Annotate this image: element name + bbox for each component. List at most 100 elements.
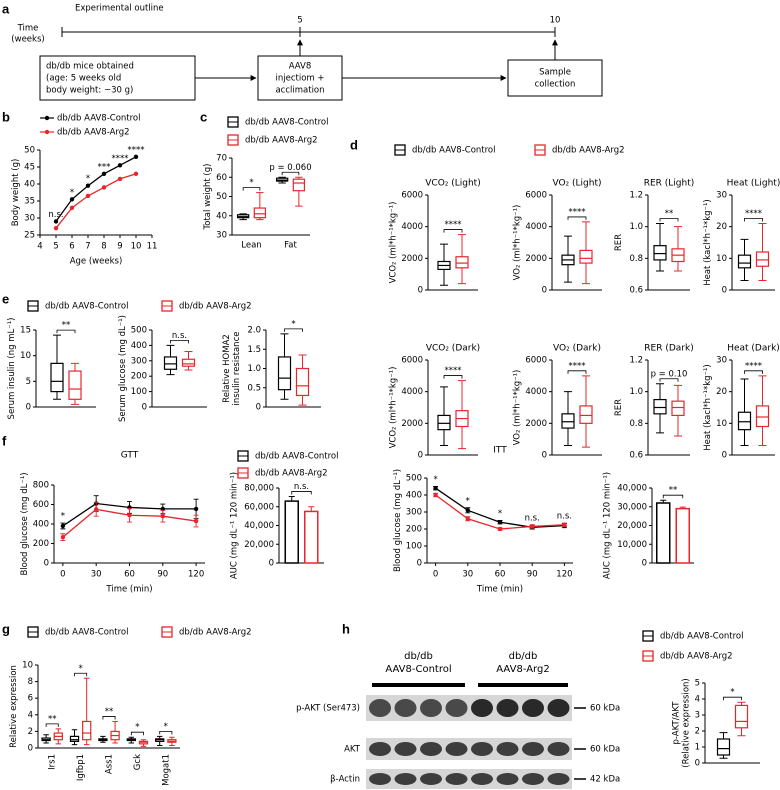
significance-bracket (281, 171, 300, 176)
y-tick-label: 2000 (401, 254, 423, 264)
bar (675, 507, 690, 564)
legend-label: db/db AAV8-Arg2 (552, 146, 625, 156)
significance-label: * (498, 509, 502, 519)
y-tick-label: 20,000 (617, 521, 647, 531)
blot-band (496, 773, 519, 785)
whisker (280, 389, 289, 400)
whisker (582, 375, 590, 406)
significance-label: **** (745, 361, 762, 371)
whisker (758, 266, 767, 281)
significance-label: n.s. (525, 513, 540, 523)
y-axis-label: p-AKT/AKT (671, 701, 681, 745)
y-tick-label: 5 (695, 679, 700, 689)
whisker (280, 333, 289, 357)
box (163, 356, 178, 370)
x-tick-label: Fat (284, 241, 297, 251)
legend-label: db/db AAV8-Arg2 (255, 469, 328, 479)
significance-bracket (744, 218, 763, 222)
timeline-tick-label: 5 (297, 16, 302, 26)
y-tick-label: 50 (24, 146, 35, 156)
point (53, 226, 59, 231)
y-tick-label: 40,000 (617, 484, 647, 494)
blot-band (471, 742, 493, 756)
legend-label: db/db AAV8-Arg2 (179, 628, 252, 638)
blot-band (471, 773, 493, 785)
box (50, 362, 64, 393)
box (716, 738, 731, 756)
whisker (674, 226, 682, 249)
point (433, 486, 438, 491)
significance-label: n.s. (172, 331, 187, 341)
y-tick-label: 1 (695, 743, 700, 753)
significance-label: * (86, 174, 90, 184)
bar (304, 510, 319, 564)
x-tick-label: 7 (85, 242, 90, 252)
error-bar (679, 506, 686, 509)
significance-bracket (45, 723, 59, 727)
whisker (71, 729, 78, 737)
significance-label: **** (569, 361, 586, 371)
significance-label: * (433, 475, 437, 485)
whisker (656, 223, 664, 246)
y-tick-label: 2000 (401, 419, 423, 429)
whisker (674, 415, 682, 437)
blot-group-label: AAV8-Control (385, 664, 451, 675)
chart-title: VO₂ (Dark) (553, 344, 601, 354)
box (82, 720, 92, 741)
y-tick-label: 6000 (401, 191, 423, 201)
y-axis-label: Blood glucose (mg dL⁻¹) (20, 472, 30, 575)
y-tick-label: 0 (642, 559, 647, 569)
bar (656, 502, 671, 564)
y-tick-label: 0 (256, 403, 261, 413)
blot-band (522, 699, 544, 717)
x-tick-label: 60 (124, 570, 135, 580)
blot-band (522, 742, 544, 756)
y-tick-label: 0 (722, 451, 727, 461)
legend-label: db/db AAV8-Control (412, 146, 496, 156)
y-tick-label: 60 (216, 173, 227, 183)
blot-group-label: db/db (404, 651, 433, 662)
whisker (458, 380, 466, 411)
x-tick-label: 120 (188, 570, 204, 580)
legend-label: db/db AAV8-Arg2 (245, 136, 318, 146)
blot-band (394, 773, 417, 785)
legend-label: db/db AAV8-Control (255, 452, 339, 462)
significance-label: p = 0.10 (651, 369, 688, 379)
whisker (295, 190, 303, 207)
legend-label: db/db AAV8-Control (245, 118, 329, 128)
significance-bracket (284, 328, 303, 332)
whisker (71, 399, 79, 405)
significance-bracket (74, 672, 88, 677)
whisker (674, 384, 682, 402)
point (133, 171, 139, 176)
point (60, 523, 66, 529)
box (295, 367, 310, 397)
box (181, 358, 196, 367)
x-tick-label: 10 (131, 242, 142, 252)
significance-label: n.s. (294, 482, 309, 492)
panel-label: f (2, 433, 7, 448)
box (437, 414, 451, 431)
significance-label: **** (745, 209, 762, 219)
blot-row-label: p-AKT (Ser473) (296, 704, 360, 714)
significance-label: **** (112, 154, 129, 164)
y-axis-label: Serum glucose (mg dL⁻¹) (118, 315, 128, 422)
y-tick-label: 0 (44, 559, 49, 569)
outline: Experimental outline Time (weeks) 5 10 d… (11, 4, 603, 101)
legend-marker (44, 129, 50, 135)
whisker (83, 739, 90, 746)
y-tick-label: 10 (22, 661, 33, 671)
y-tick-label: 40 (216, 211, 227, 221)
y-tick-label: 10 (20, 351, 31, 361)
significance-label: * (164, 722, 168, 732)
x-tick-label: Mogat1 (161, 754, 171, 786)
x-tick-label: 30 (91, 570, 102, 580)
y-tick-label: 30 (24, 214, 35, 224)
step-box (507, 59, 603, 97)
y-tick-label: 60,000 (244, 502, 274, 512)
y-tick-label: 10,000 (617, 540, 647, 550)
y-tick-label: 0 (542, 451, 547, 461)
blot-band (420, 742, 442, 756)
legend-label: db/db AAV8-Control (45, 628, 129, 638)
y-tick-label: 1.2 (629, 356, 643, 366)
